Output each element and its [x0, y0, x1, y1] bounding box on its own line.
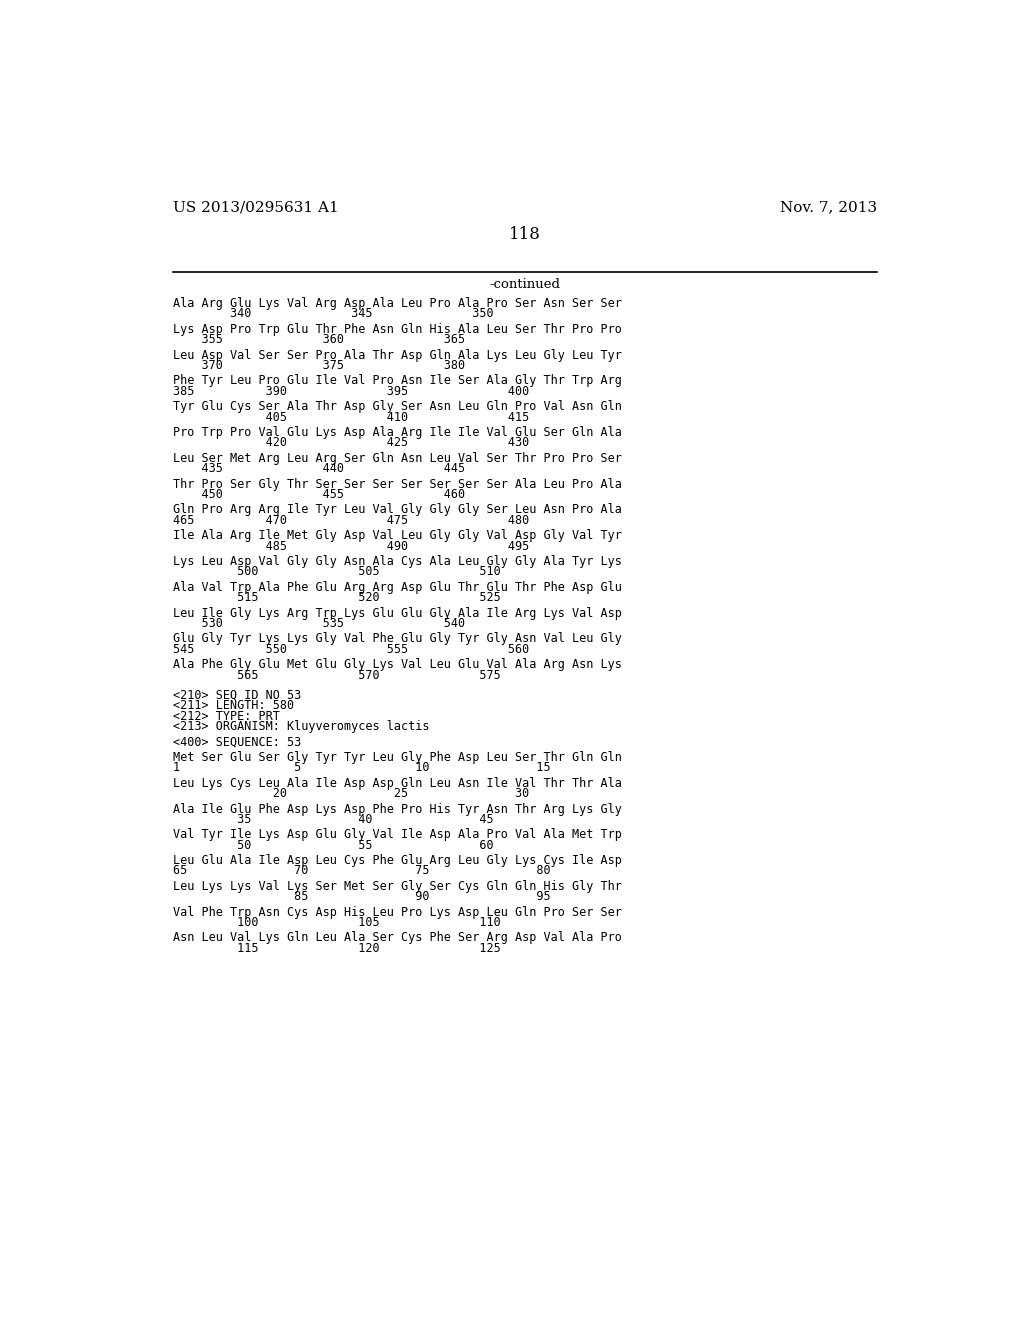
Text: Glu Gly Tyr Lys Lys Gly Val Phe Glu Gly Tyr Gly Asn Val Leu Gly: Glu Gly Tyr Lys Lys Gly Val Phe Glu Gly …: [173, 632, 622, 645]
Text: 20               25               30: 20 25 30: [173, 787, 529, 800]
Text: Lys Asp Pro Trp Glu Thr Phe Asn Gln His Ala Leu Ser Thr Pro Pro: Lys Asp Pro Trp Glu Thr Phe Asn Gln His …: [173, 323, 622, 335]
Text: Thr Pro Ser Gly Thr Ser Ser Ser Ser Ser Ser Ser Ala Leu Pro Ala: Thr Pro Ser Gly Thr Ser Ser Ser Ser Ser …: [173, 478, 622, 491]
Text: Leu Ser Met Arg Leu Arg Ser Gln Asn Leu Val Ser Thr Pro Pro Ser: Leu Ser Met Arg Leu Arg Ser Gln Asn Leu …: [173, 451, 622, 465]
Text: Gln Pro Arg Arg Ile Tyr Leu Val Gly Gly Gly Ser Leu Asn Pro Ala: Gln Pro Arg Arg Ile Tyr Leu Val Gly Gly …: [173, 503, 622, 516]
Text: <211> LENGTH: 580: <211> LENGTH: 580: [173, 700, 294, 713]
Text: -continued: -continued: [489, 277, 560, 290]
Text: <400> SEQUENCE: 53: <400> SEQUENCE: 53: [173, 735, 301, 748]
Text: Leu Ile Gly Lys Arg Trp Lys Glu Glu Gly Ala Ile Arg Lys Val Asp: Leu Ile Gly Lys Arg Trp Lys Glu Glu Gly …: [173, 607, 622, 619]
Text: Asn Leu Val Lys Gln Leu Ala Ser Cys Phe Ser Arg Asp Val Ala Pro: Asn Leu Val Lys Gln Leu Ala Ser Cys Phe …: [173, 932, 622, 945]
Text: Pro Trp Pro Val Glu Lys Asp Ala Arg Ile Ile Val Glu Ser Gln Ala: Pro Trp Pro Val Glu Lys Asp Ala Arg Ile …: [173, 426, 622, 440]
Text: 435              440              445: 435 440 445: [173, 462, 465, 475]
Text: Ile Ala Arg Ile Met Gly Asp Val Leu Gly Gly Val Asp Gly Val Tyr: Ile Ala Arg Ile Met Gly Asp Val Leu Gly …: [173, 529, 622, 543]
Text: 405              410              415: 405 410 415: [173, 411, 529, 424]
Text: 1                5                10               15: 1 5 10 15: [173, 762, 551, 775]
Text: 450              455              460: 450 455 460: [173, 488, 465, 502]
Text: 565              570              575: 565 570 575: [173, 668, 501, 681]
Text: Val Phe Trp Asn Cys Asp His Leu Pro Lys Asp Leu Gln Pro Ser Ser: Val Phe Trp Asn Cys Asp His Leu Pro Lys …: [173, 906, 622, 919]
Text: US 2013/0295631 A1: US 2013/0295631 A1: [173, 201, 339, 215]
Text: Tyr Glu Cys Ser Ala Thr Asp Gly Ser Asn Leu Gln Pro Val Asn Gln: Tyr Glu Cys Ser Ala Thr Asp Gly Ser Asn …: [173, 400, 622, 413]
Text: Ala Val Trp Ala Phe Glu Arg Arg Asp Glu Thr Glu Thr Phe Asp Glu: Ala Val Trp Ala Phe Glu Arg Arg Asp Glu …: [173, 581, 622, 594]
Text: Leu Lys Lys Val Lys Ser Met Ser Gly Ser Cys Gln Gln His Gly Thr: Leu Lys Lys Val Lys Ser Met Ser Gly Ser …: [173, 880, 622, 892]
Text: 340              345              350: 340 345 350: [173, 308, 494, 321]
Text: Val Tyr Ile Lys Asp Glu Gly Val Ile Asp Ala Pro Val Ala Met Trp: Val Tyr Ile Lys Asp Glu Gly Val Ile Asp …: [173, 829, 622, 841]
Text: 118: 118: [509, 226, 541, 243]
Text: Nov. 7, 2013: Nov. 7, 2013: [779, 201, 877, 215]
Text: <212> TYPE: PRT: <212> TYPE: PRT: [173, 710, 280, 723]
Text: Lys Leu Asp Val Gly Gly Asn Ala Cys Ala Leu Gly Gly Ala Tyr Lys: Lys Leu Asp Val Gly Gly Asn Ala Cys Ala …: [173, 554, 622, 568]
Text: 500              505              510: 500 505 510: [173, 565, 501, 578]
Text: <213> ORGANISM: Kluyveromyces lactis: <213> ORGANISM: Kluyveromyces lactis: [173, 721, 429, 733]
Text: Ala Ile Glu Phe Asp Lys Asp Phe Pro His Tyr Asn Thr Arg Lys Gly: Ala Ile Glu Phe Asp Lys Asp Phe Pro His …: [173, 803, 622, 816]
Text: Phe Tyr Leu Pro Glu Ile Val Pro Asn Ile Ser Ala Gly Thr Trp Arg: Phe Tyr Leu Pro Glu Ile Val Pro Asn Ile …: [173, 375, 622, 387]
Text: Leu Glu Ala Ile Asp Leu Cys Phe Glu Arg Leu Gly Lys Cys Ile Asp: Leu Glu Ala Ile Asp Leu Cys Phe Glu Arg …: [173, 854, 622, 867]
Text: Ala Arg Glu Lys Val Arg Asp Ala Leu Pro Ala Pro Ser Asn Ser Ser: Ala Arg Glu Lys Val Arg Asp Ala Leu Pro …: [173, 297, 622, 310]
Text: 115              120              125: 115 120 125: [173, 942, 501, 954]
Text: 545          550              555              560: 545 550 555 560: [173, 643, 529, 656]
Text: Met Ser Glu Ser Gly Tyr Tyr Leu Gly Phe Asp Leu Ser Thr Gln Gln: Met Ser Glu Ser Gly Tyr Tyr Leu Gly Phe …: [173, 751, 622, 764]
Text: 35               40               45: 35 40 45: [173, 813, 494, 826]
Text: 355              360              365: 355 360 365: [173, 333, 465, 346]
Text: Leu Lys Cys Leu Ala Ile Asp Asp Gln Leu Asn Ile Val Thr Thr Ala: Leu Lys Cys Leu Ala Ile Asp Asp Gln Leu …: [173, 776, 622, 789]
Text: Ala Phe Gly Glu Met Glu Gly Lys Val Leu Glu Val Ala Arg Asn Lys: Ala Phe Gly Glu Met Glu Gly Lys Val Leu …: [173, 659, 622, 671]
Text: 100              105              110: 100 105 110: [173, 916, 501, 929]
Text: 50               55               60: 50 55 60: [173, 838, 494, 851]
Text: 515              520              525: 515 520 525: [173, 591, 501, 605]
Text: 530              535              540: 530 535 540: [173, 616, 465, 630]
Text: <210> SEQ ID NO 53: <210> SEQ ID NO 53: [173, 689, 301, 702]
Text: Leu Asp Val Ser Ser Pro Ala Thr Asp Gln Ala Lys Leu Gly Leu Tyr: Leu Asp Val Ser Ser Pro Ala Thr Asp Gln …: [173, 348, 622, 362]
Text: 85               90               95: 85 90 95: [173, 890, 551, 903]
Text: 485              490              495: 485 490 495: [173, 540, 529, 553]
Text: 420              425              430: 420 425 430: [173, 437, 529, 449]
Text: 65               70               75               80: 65 70 75 80: [173, 865, 551, 878]
Text: 385          390              395              400: 385 390 395 400: [173, 385, 529, 397]
Text: 370              375              380: 370 375 380: [173, 359, 465, 372]
Text: 465          470              475              480: 465 470 475 480: [173, 513, 529, 527]
